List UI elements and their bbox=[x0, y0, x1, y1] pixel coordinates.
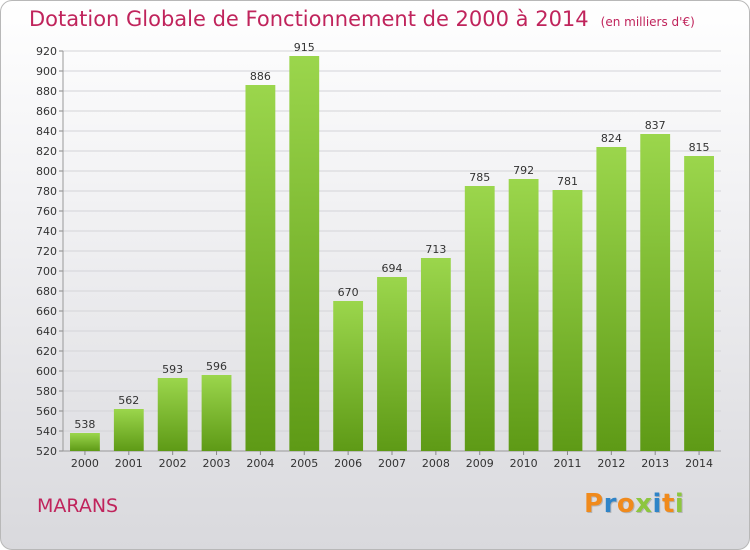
x-tick-label: 2008 bbox=[422, 457, 450, 470]
y-tick-label: 600 bbox=[36, 365, 57, 378]
bar bbox=[201, 375, 232, 451]
x-tick-label: 2004 bbox=[246, 457, 274, 470]
logo-letter: t bbox=[661, 489, 675, 519]
data-label: 694 bbox=[382, 262, 403, 275]
logo-letter: i bbox=[674, 489, 685, 519]
x-tick-label: 2014 bbox=[685, 457, 713, 470]
bar bbox=[113, 409, 144, 451]
bar bbox=[464, 186, 495, 451]
y-tick-label: 520 bbox=[36, 445, 57, 458]
x-tick-label: 2011 bbox=[553, 457, 581, 470]
data-label: 837 bbox=[645, 119, 666, 132]
x-tick-label: 2005 bbox=[290, 457, 318, 470]
bar bbox=[596, 147, 627, 451]
proxiti-logo: Proxiti bbox=[584, 489, 684, 519]
bar bbox=[420, 258, 451, 451]
logo-letter: o bbox=[616, 489, 636, 519]
bar-chart: 520 540 560 580 600 620 640 660 680 700 720 740 760 7… bbox=[36, 41, 721, 470]
y-tick-label: 640 bbox=[36, 325, 57, 338]
x-tick-label: 2002 bbox=[159, 457, 187, 470]
x-tick-label: 2003 bbox=[203, 457, 231, 470]
x-tick-label: 2007 bbox=[378, 457, 406, 470]
bar bbox=[552, 190, 583, 451]
labels-layer: 520 540 560 580 600 620 640 660 680 700 720 740 760 7… bbox=[36, 41, 713, 470]
chart-title: Dotation Globale de Fonctionnement de 20… bbox=[29, 7, 695, 31]
unit-note: (en milliers d'€) bbox=[600, 15, 695, 29]
x-tick-label: 2001 bbox=[115, 457, 143, 470]
data-label: 596 bbox=[206, 360, 227, 373]
x-tick-label: 2013 bbox=[641, 457, 669, 470]
y-tick-label: 700 bbox=[36, 265, 57, 278]
data-label: 785 bbox=[469, 171, 490, 184]
bar bbox=[508, 179, 539, 451]
bar bbox=[684, 156, 714, 451]
y-tick-label: 540 bbox=[36, 425, 57, 438]
y-tick-label: 900 bbox=[36, 65, 57, 78]
y-tick-label: 860 bbox=[36, 105, 57, 118]
y-tick-label: 680 bbox=[36, 285, 57, 298]
x-tick-label: 2009 bbox=[466, 457, 494, 470]
logo-letter: x bbox=[635, 489, 653, 519]
y-tick-label: 660 bbox=[36, 305, 57, 318]
data-label: 824 bbox=[601, 132, 622, 145]
data-label: 670 bbox=[338, 286, 359, 299]
logo-letter: i bbox=[652, 489, 662, 519]
bar bbox=[289, 56, 320, 451]
logo-letter: r bbox=[603, 489, 617, 519]
place-name: MARANS bbox=[37, 495, 119, 517]
bar bbox=[333, 301, 364, 451]
y-tick-label: 580 bbox=[36, 385, 57, 398]
data-label: 781 bbox=[557, 175, 578, 188]
y-tick-label: 820 bbox=[36, 145, 57, 158]
x-tick-label: 2010 bbox=[510, 457, 538, 470]
y-tick-label: 560 bbox=[36, 405, 57, 418]
y-tick-label: 880 bbox=[36, 85, 57, 98]
y-tick-label: 740 bbox=[36, 225, 57, 238]
data-label: 593 bbox=[162, 363, 183, 376]
x-tick-label: 2000 bbox=[71, 457, 99, 470]
x-tick-label: 2006 bbox=[334, 457, 362, 470]
bar bbox=[377, 277, 407, 451]
data-label: 792 bbox=[513, 164, 534, 177]
data-label: 815 bbox=[689, 141, 710, 154]
data-label: 713 bbox=[425, 243, 446, 256]
y-tick-label: 920 bbox=[36, 45, 57, 58]
y-tick-label: 720 bbox=[36, 245, 57, 258]
x-tick-label: 2012 bbox=[597, 457, 625, 470]
data-label: 562 bbox=[118, 394, 139, 407]
logo-letter: P bbox=[584, 489, 604, 519]
data-label: 538 bbox=[74, 418, 95, 431]
bar bbox=[70, 433, 100, 451]
y-tick-label: 800 bbox=[36, 165, 57, 178]
y-tick-label: 780 bbox=[36, 185, 57, 198]
bars-layer bbox=[70, 56, 714, 451]
data-label: 915 bbox=[294, 41, 315, 54]
bar bbox=[157, 378, 188, 451]
chart-title-text: Dotation Globale de Fonctionnement de 20… bbox=[29, 7, 589, 31]
y-tick-label: 840 bbox=[36, 125, 57, 138]
y-tick-label: 620 bbox=[36, 345, 57, 358]
bar bbox=[245, 85, 276, 451]
bar bbox=[640, 134, 671, 451]
data-label: 886 bbox=[250, 70, 271, 83]
y-tick-label: 760 bbox=[36, 205, 57, 218]
